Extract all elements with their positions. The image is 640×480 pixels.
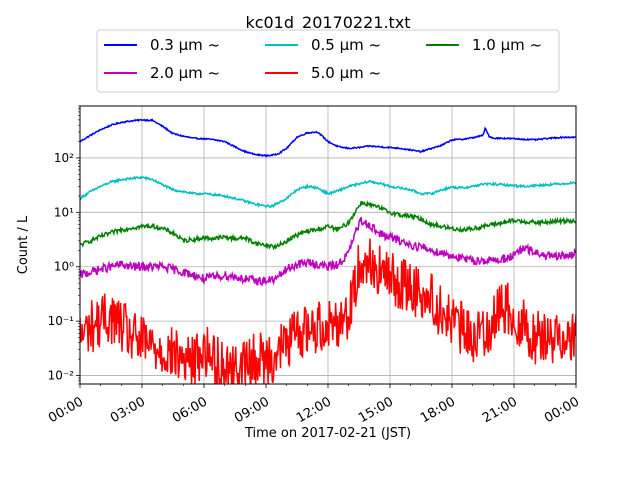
y-tick-label: 10⁻¹ — [48, 314, 75, 328]
x-tick-label: 15:00 — [356, 394, 396, 426]
x-axis: 00:00 03:00 06:00 09:00 12:00 15:00 18:00 21:00… — [46, 384, 582, 426]
legend-label: 5.0 μm ~ — [311, 64, 381, 82]
series-line — [80, 216, 576, 287]
x-tick-label: 00:00 — [46, 394, 86, 426]
legend: 0.3 μm ~ 0.5 μm ~ 1.0 μm ~ 2.0 μm ~ 5.0 μm ~ — [96, 29, 560, 93]
legend-label: 0.5 μm ~ — [311, 36, 381, 54]
legend-label: 0.3 μm ~ — [150, 36, 220, 54]
y-tick-label: 10¹ — [54, 205, 74, 219]
x-tick-label: 21:00 — [480, 394, 520, 426]
x-tick-label: 18:00 — [418, 394, 458, 426]
series-line — [80, 175, 576, 209]
y-axis-label: Count / L — [16, 215, 31, 274]
series-layer — [80, 118, 576, 384]
y-tick-label: 10⁰ — [54, 260, 74, 274]
legend-label: 2.0 μm ~ — [150, 64, 220, 82]
x-tick-label: 00:00 — [542, 394, 582, 426]
y-tick-label: 10⁻² — [48, 369, 75, 383]
legend-label: 1.0 μm ~ — [472, 36, 542, 54]
series-line — [80, 118, 576, 158]
y-tick-label: 10² — [54, 151, 74, 165]
x-tick-label: 12:00 — [294, 394, 334, 426]
series-line — [80, 238, 576, 384]
chart-title: kc01d_20170221.txt — [245, 13, 410, 33]
x-tick-label: 06:00 — [170, 394, 210, 426]
y-axis: 10⁻² 10⁻¹ 10⁰ 10¹ 10² — [48, 105, 80, 385]
x-tick-label: 03:00 — [108, 394, 148, 426]
x-tick-label: 09:00 — [232, 394, 272, 426]
series-line — [80, 200, 576, 251]
x-axis-label: Time on 2017-02-21 (JST) — [244, 426, 411, 441]
